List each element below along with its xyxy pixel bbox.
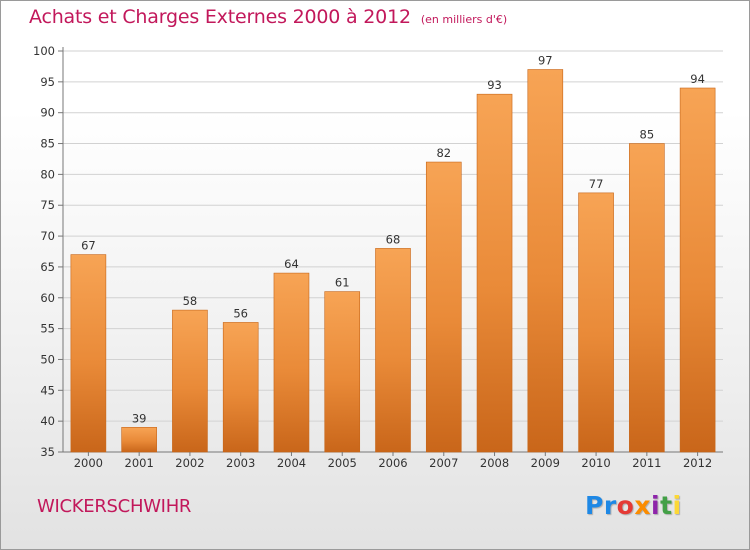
x-tick-label-2011: 2011 [632, 456, 661, 470]
y-tick-label: 35 [40, 445, 55, 459]
chart-subtitle: (en milliers d'€) [420, 13, 508, 26]
data-label-2007: 82 [436, 146, 451, 160]
location-name: WICKERSCHWIHR [37, 496, 192, 517]
bar-2002 [172, 309, 208, 453]
y-tick-label: 40 [40, 414, 55, 428]
y-tick-label: 100 [33, 44, 55, 58]
y-tick-label: 95 [40, 75, 55, 89]
data-label-2006: 68 [386, 232, 401, 246]
logo-part-2: o [616, 491, 635, 520]
bar-2009 [527, 69, 564, 453]
y-tick-label: 75 [40, 198, 55, 212]
bar-2011 [629, 143, 665, 453]
y-tick-label: 55 [40, 322, 55, 336]
data-label-2003: 56 [233, 306, 248, 320]
data-label-2000: 67 [81, 239, 96, 253]
logo-part-3: x [634, 491, 651, 520]
data-label-2004: 64 [284, 257, 299, 271]
chart-title: Achats et Charges Externes 2000 à 2012 (e… [29, 6, 507, 28]
x-tick-label-2005: 2005 [328, 456, 357, 470]
data-label-2008: 93 [487, 78, 502, 92]
y-tick-label: 50 [40, 352, 55, 366]
x-tick-label-2007: 2007 [429, 456, 458, 470]
x-tick-label-2001: 2001 [125, 456, 154, 470]
logo-part-4: i [650, 491, 661, 520]
x-tick-label-2009: 2009 [531, 456, 560, 470]
logo-part-1: Pr [585, 491, 617, 520]
x-tick-label-2010: 2010 [581, 456, 610, 470]
y-tick-label: 65 [40, 260, 55, 274]
bar-2001 [121, 427, 157, 453]
y-tick-label: 85 [40, 137, 55, 151]
x-tick-label-2000: 2000 [74, 456, 103, 470]
x-tick-label-2012: 2012 [683, 456, 712, 470]
logo-part-5: t [660, 491, 673, 520]
y-tick-label: 45 [40, 383, 55, 397]
data-label-2010: 77 [589, 177, 604, 191]
data-label-2009: 97 [538, 54, 553, 68]
y-tick-label: 70 [40, 229, 55, 243]
y-tick-label: 90 [40, 106, 55, 120]
bar-2003 [222, 322, 259, 453]
x-tick-label-2002: 2002 [175, 456, 204, 470]
y-tick-label: 60 [40, 291, 55, 305]
proxiti-logo: Proxiti [585, 491, 682, 520]
bar-2006 [375, 248, 411, 453]
bars [70, 69, 716, 453]
data-label-2002: 58 [183, 294, 198, 308]
x-tick-label-2004: 2004 [277, 456, 306, 470]
bar-2005 [324, 291, 361, 453]
bar-2007 [425, 161, 462, 453]
chart-title-text: Achats et Charges Externes 2000 à 2012 [29, 6, 411, 28]
data-labels: 67 39 58 56 64 61 68 82 93 97 77 85 94 [81, 54, 705, 426]
x-tick-label-2008: 2008 [480, 456, 509, 470]
bar-2010 [578, 192, 614, 453]
x-tick-label-2006: 2006 [378, 456, 407, 470]
logo-part-6: i [672, 491, 682, 520]
x-tick-label-2003: 2003 [226, 456, 255, 470]
bar-2008 [476, 93, 513, 453]
y-axis-ticks: 35 40 45 50 55 60 65 70 75 80 85 90 95 100 [33, 44, 63, 459]
y-tick-label: 80 [40, 167, 55, 181]
data-label-2005: 61 [335, 276, 350, 290]
data-label-2011: 85 [640, 128, 655, 142]
bar-2004 [273, 272, 310, 453]
data-label-2012: 94 [690, 72, 705, 86]
bar-2000 [70, 254, 107, 453]
data-label-2001: 39 [132, 411, 147, 425]
x-axis-ticks: 2000 2001 2002 2003 2004 2005 2006 2007 2008 2009… [74, 452, 712, 470]
bar-2012 [679, 87, 716, 453]
